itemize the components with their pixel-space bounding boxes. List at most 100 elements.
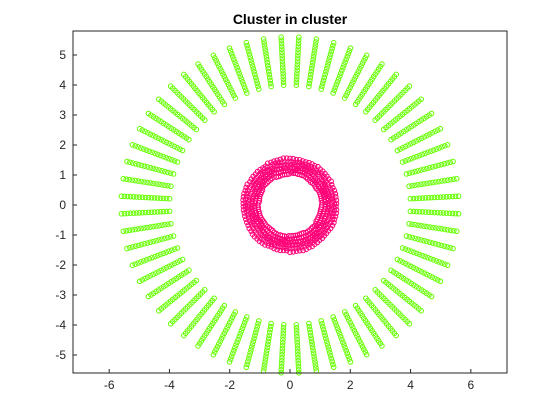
- outer-ring-point: [153, 181, 159, 187]
- outer-ring-point: [421, 237, 427, 244]
- inner-cluster-point: [251, 205, 258, 211]
- inner-cluster-point: [293, 156, 300, 163]
- outer-ring-point: [412, 182, 418, 189]
- outer-ring-point: [424, 165, 430, 172]
- outer-ring-point: [319, 80, 326, 87]
- outer-ring-point: [163, 249, 169, 256]
- outer-ring-point: [432, 128, 438, 135]
- outer-ring-point: [412, 235, 418, 242]
- outer-ring-point: [430, 179, 436, 186]
- outer-ring-point: [248, 60, 255, 66]
- outer-ring-point: [444, 160, 451, 166]
- outer-ring-point: [345, 353, 352, 360]
- outer-ring-point: [151, 195, 158, 201]
- outer-ring-point: [268, 83, 274, 90]
- x-tick-label: -4: [164, 378, 175, 392]
- outer-ring-point: [162, 221, 168, 228]
- outer-ring-point: [163, 264, 170, 271]
- inner-cluster-point: [268, 241, 275, 248]
- outer-ring-point: [167, 320, 174, 327]
- outer-ring-point: [295, 363, 302, 370]
- outer-ring-point: [154, 252, 161, 259]
- outer-ring-point: [262, 45, 268, 51]
- outer-ring-point: [399, 259, 406, 266]
- outer-ring-point: [421, 134, 428, 140]
- outer-ring-point: [222, 327, 229, 334]
- outer-ring-point: [147, 180, 153, 186]
- outer-ring-point: [294, 343, 301, 349]
- outer-ring-point: [415, 236, 421, 242]
- outer-ring-point: [147, 131, 154, 137]
- outer-ring-point: [418, 167, 424, 173]
- outer-ring-point: [431, 209, 438, 216]
- outer-ring-point: [294, 334, 300, 340]
- outer-ring-point: [325, 60, 332, 66]
- outer-ring-point: [152, 150, 158, 157]
- inner-cluster-point: [262, 239, 269, 245]
- outer-ring-point: [156, 181, 162, 188]
- outer-ring-point: [149, 149, 155, 156]
- outer-ring-point: [155, 268, 162, 275]
- outer-ring-point: [160, 250, 167, 257]
- outer-ring-point: [295, 354, 301, 361]
- outer-ring-point: [153, 223, 159, 229]
- outer-ring-point: [166, 195, 173, 202]
- outer-ring-point: [263, 350, 270, 356]
- outer-ring-point: [146, 148, 153, 155]
- outer-ring-point: [157, 195, 164, 202]
- inner-cluster-point: [241, 190, 247, 197]
- outer-ring-point: [177, 258, 183, 264]
- outer-ring-point: [239, 78, 246, 85]
- outer-ring-point: [394, 147, 401, 154]
- outer-ring-point: [421, 181, 427, 187]
- outer-ring-point: [146, 255, 153, 262]
- outer-ring-point: [142, 128, 148, 135]
- outer-ring-point: [412, 168, 418, 175]
- outer-ring-point: [166, 155, 172, 162]
- outer-ring-point: [248, 57, 254, 63]
- outer-ring-point: [347, 319, 354, 326]
- outer-ring-point: [247, 54, 254, 61]
- outer-ring-point: [225, 322, 232, 329]
- outer-ring-point: [245, 48, 252, 55]
- outer-ring-point: [351, 327, 358, 334]
- outer-ring-point: [210, 52, 217, 59]
- outer-ring-point: [263, 353, 269, 359]
- outer-ring-point: [333, 81, 340, 88]
- inner-cluster-point: [315, 163, 321, 170]
- outer-ring-point: [169, 262, 175, 268]
- outer-ring-point: [336, 331, 343, 337]
- outer-ring-point: [344, 314, 351, 321]
- outer-ring-point: [326, 57, 332, 63]
- outer-ring-point: [150, 271, 156, 278]
- outer-ring-point: [266, 332, 273, 339]
- inner-cluster-point: [333, 210, 339, 216]
- outer-ring-point: [123, 228, 130, 234]
- y-tick-label: -1: [55, 228, 66, 242]
- outer-ring-point: [449, 210, 456, 217]
- outer-ring-point: [121, 210, 128, 217]
- outer-ring-point: [240, 81, 247, 88]
- inner-cluster-point: [260, 165, 266, 171]
- outer-ring-point: [171, 158, 178, 164]
- y-tick-label: -4: [55, 318, 66, 332]
- outer-ring-point: [430, 224, 436, 231]
- outer-ring-point: [162, 235, 168, 242]
- outer-ring-point: [408, 140, 414, 147]
- outer-ring-point: [435, 162, 442, 169]
- inner-cluster-point: [311, 162, 318, 169]
- outer-ring-point: [294, 64, 301, 70]
- outer-ring-point: [263, 54, 270, 60]
- outer-ring-point: [416, 136, 422, 143]
- outer-ring-point: [262, 48, 269, 54]
- outer-ring-point: [255, 321, 261, 327]
- outer-ring-point: [232, 59, 238, 65]
- outer-ring-point: [251, 68, 257, 75]
- outer-ring-point: [344, 350, 351, 357]
- outer-ring-point: [238, 76, 245, 82]
- outer-ring-point: [358, 341, 364, 347]
- outer-ring-point: [327, 352, 334, 359]
- outer-ring-point: [213, 57, 219, 64]
- outer-ring-point: [413, 266, 420, 272]
- outer-ring-point: [167, 83, 174, 90]
